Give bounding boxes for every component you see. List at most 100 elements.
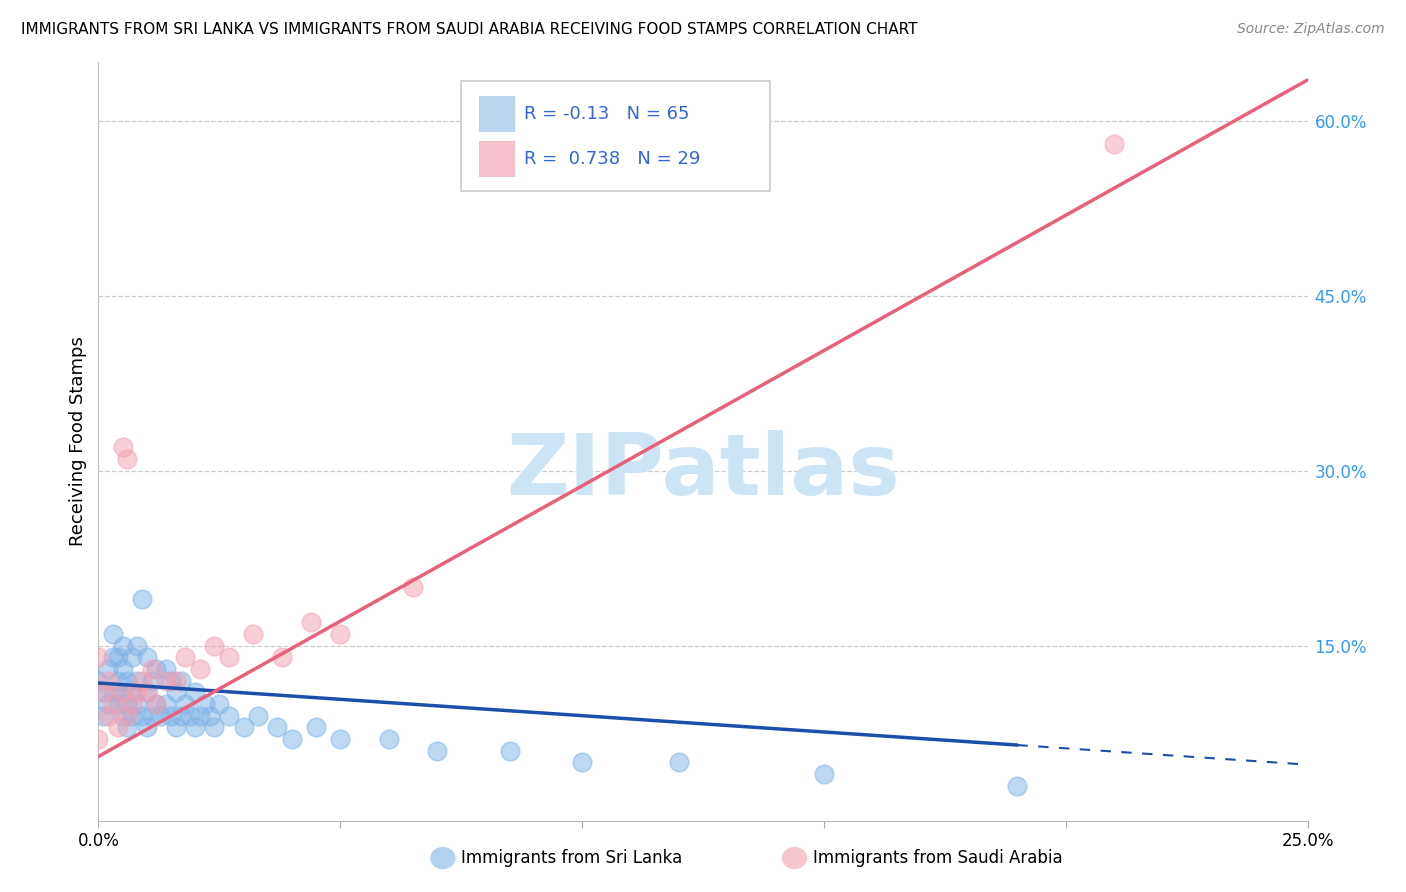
Point (127, 639, 149, 653)
Point (174, 650, 197, 665)
Point (141, 673, 163, 688)
Point (155, 697, 177, 711)
Point (329, 731, 352, 746)
Point (271, 650, 294, 665)
Point (204, 639, 226, 653)
Point (107, 673, 129, 688)
Point (111, 639, 134, 653)
Point (174, 697, 197, 711)
Point (208, 697, 231, 711)
Point (111, 685, 134, 699)
Point (107, 697, 129, 711)
Point (232, 720, 254, 734)
Point (150, 708, 173, 723)
Point (121, 697, 143, 711)
Point (127, 697, 149, 711)
Point (135, 650, 157, 665)
Point (377, 731, 399, 746)
Point (107, 650, 129, 665)
Text: Immigrants from Sri Lanka: Immigrants from Sri Lanka (461, 849, 682, 867)
Point (184, 685, 207, 699)
Text: R = -0.13   N = 65: R = -0.13 N = 65 (523, 105, 689, 123)
Point (117, 720, 139, 734)
Point (91, 708, 114, 723)
Point (131, 592, 153, 607)
Ellipse shape (430, 847, 456, 869)
Point (160, 673, 183, 688)
Ellipse shape (782, 847, 807, 869)
Point (402, 580, 425, 594)
Point (188, 662, 211, 676)
Point (160, 708, 183, 723)
Point (169, 673, 191, 688)
Point (145, 697, 167, 711)
Point (218, 708, 240, 723)
Point (135, 685, 157, 699)
Text: ZIPatlas: ZIPatlas (506, 430, 900, 514)
Point (498, 744, 520, 758)
Point (141, 708, 163, 723)
Point (97, 673, 120, 688)
Point (169, 708, 191, 723)
Point (145, 697, 167, 711)
Point (111, 662, 134, 676)
Bar (479, 96, 515, 132)
Point (1102, 137, 1125, 152)
Point (188, 708, 211, 723)
Point (305, 720, 328, 734)
Point (117, 708, 139, 723)
Point (242, 627, 264, 641)
Point (91, 685, 114, 699)
Bar (479, 141, 515, 177)
Text: IMMIGRANTS FROM SRI LANKA VS IMMIGRANTS FROM SAUDI ARABIA RECEIVING FOOD STAMPS : IMMIGRANTS FROM SRI LANKA VS IMMIGRANTS … (21, 22, 918, 37)
Point (131, 673, 153, 688)
Point (117, 697, 139, 711)
Point (97, 662, 120, 676)
Point (97, 697, 120, 711)
Point (91, 685, 114, 699)
Point (155, 662, 177, 676)
Point (87, 673, 110, 688)
Text: Immigrants from Saudi Arabia: Immigrants from Saudi Arabia (813, 849, 1063, 867)
Point (131, 708, 153, 723)
Point (101, 650, 124, 665)
Text: R =  0.738   N = 29: R = 0.738 N = 29 (523, 150, 700, 168)
Point (165, 673, 187, 688)
Point (97, 708, 120, 723)
Point (218, 650, 240, 665)
Point (204, 720, 226, 734)
Point (184, 720, 207, 734)
Point (111, 685, 134, 699)
Point (426, 744, 449, 758)
FancyBboxPatch shape (461, 81, 769, 191)
Point (111, 708, 134, 723)
Point (107, 720, 129, 734)
Point (266, 720, 288, 734)
Point (141, 662, 163, 676)
Point (127, 685, 149, 699)
Y-axis label: Receiving Food Stamps: Receiving Food Stamps (69, 336, 87, 547)
Point (87, 650, 110, 665)
Point (101, 697, 124, 711)
Point (813, 767, 835, 781)
Point (117, 673, 139, 688)
Point (101, 627, 124, 641)
Point (135, 685, 157, 699)
Point (668, 756, 690, 770)
Point (165, 720, 187, 734)
Point (1007, 779, 1029, 793)
Point (117, 452, 139, 467)
Point (121, 650, 143, 665)
Point (198, 708, 221, 723)
Point (179, 708, 201, 723)
Point (281, 731, 304, 746)
Point (121, 708, 143, 723)
Point (121, 685, 143, 699)
Point (571, 756, 593, 770)
Point (101, 685, 124, 699)
Point (127, 673, 149, 688)
Point (87, 731, 110, 746)
Point (111, 441, 134, 455)
Point (247, 708, 270, 723)
Point (329, 627, 352, 641)
